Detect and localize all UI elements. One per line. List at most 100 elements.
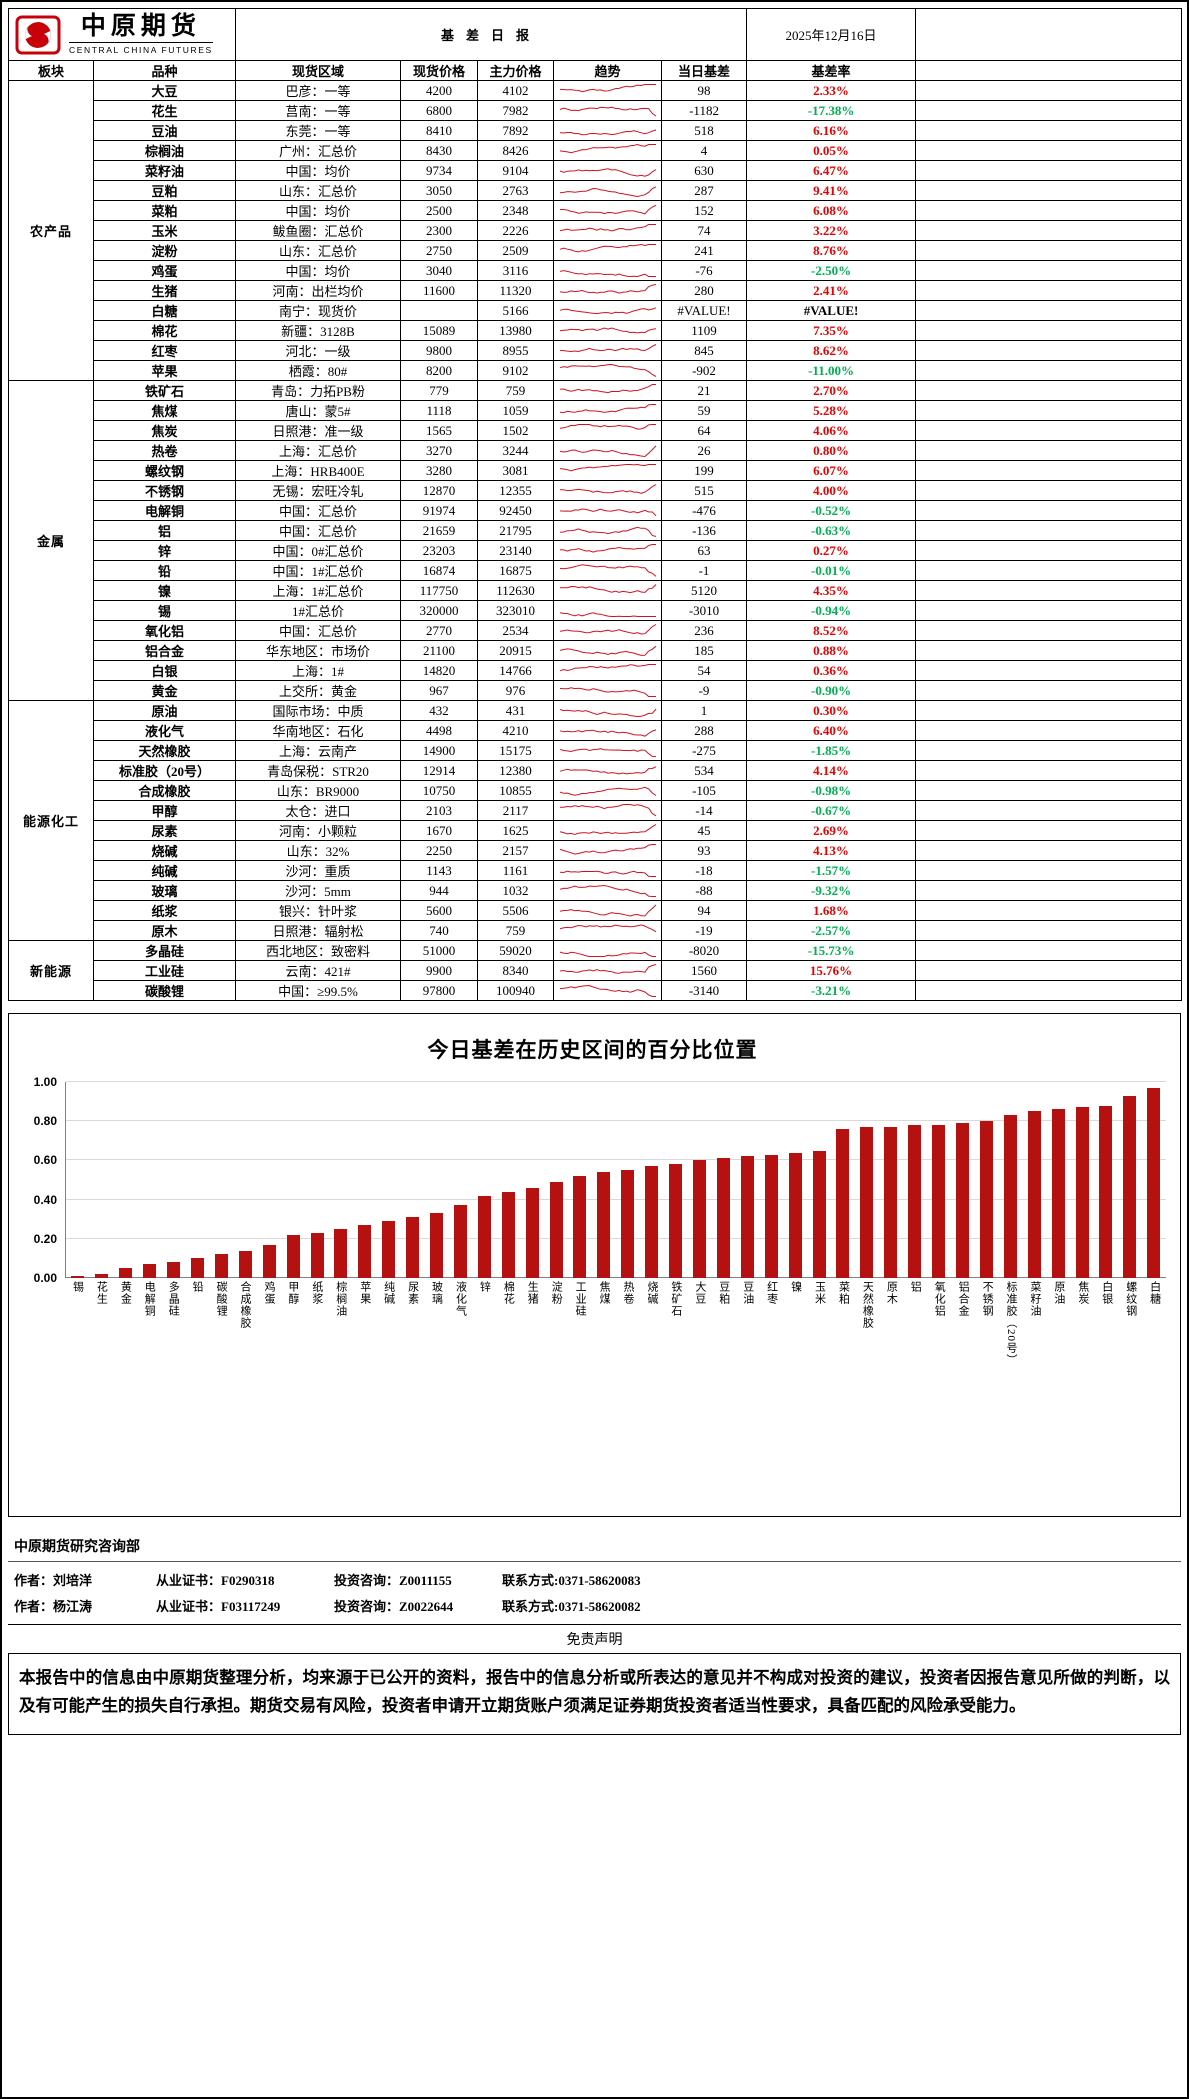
spot-region: 新疆：3128B xyxy=(235,320,402,341)
trend-sparkline-icon xyxy=(559,645,656,656)
basis-rate: 9.41% xyxy=(746,180,917,201)
bar xyxy=(1027,1111,1041,1278)
daily-basis: 518 xyxy=(661,120,748,141)
bar xyxy=(119,1268,133,1278)
empty-cell xyxy=(915,440,1183,461)
category-label-column: 苹果 xyxy=(352,1281,376,1366)
main-contract-price: 5166 xyxy=(477,300,555,321)
main-contract-price: 12380 xyxy=(477,760,555,781)
bar-column xyxy=(281,1082,305,1278)
trend-sparkline-icon xyxy=(559,804,656,817)
category-label: 黄金 xyxy=(119,1281,132,1305)
banner-empty-cell xyxy=(915,8,1183,61)
variety-name: 铝 xyxy=(92,520,237,541)
company-logo-icon xyxy=(15,15,61,54)
trend-cell xyxy=(553,960,663,981)
spot-price: 1670 xyxy=(400,820,479,841)
variety-name: 液化气 xyxy=(92,720,237,741)
variety-name: 尿素 xyxy=(92,820,237,841)
trend-cell xyxy=(553,580,663,601)
daily-basis: -136 xyxy=(661,520,748,541)
daily-basis: 21 xyxy=(661,380,748,401)
bar-column xyxy=(209,1082,233,1278)
bar-column xyxy=(520,1082,544,1278)
basis-rate: 4.13% xyxy=(746,840,917,861)
empty-cell xyxy=(915,640,1183,661)
empty-cell xyxy=(915,740,1183,761)
chart-y-axis: 0.00 0.20 0.40 0.60 0.80 1.00 xyxy=(19,1075,65,1285)
category-label: 焦煤 xyxy=(598,1281,611,1305)
trend-cell xyxy=(553,880,663,901)
category-label: 纸浆 xyxy=(310,1281,323,1305)
empty-cell xyxy=(915,680,1183,701)
daily-basis: -105 xyxy=(661,780,748,801)
category-label: 多晶硅 xyxy=(167,1281,180,1317)
trend-cell xyxy=(553,100,663,121)
category-label: 尿素 xyxy=(406,1281,419,1305)
empty-cell xyxy=(915,620,1183,641)
table-row: 不锈钢 无锡：宏旺冷轧 12870 12355 515 4.00% xyxy=(9,480,1183,501)
category-label: 镍 xyxy=(789,1281,802,1293)
variety-name: 锡 xyxy=(92,600,237,621)
category-label: 碳酸锂 xyxy=(215,1281,228,1317)
category-label-column: 合成橡胶 xyxy=(233,1281,257,1366)
spot-region: 河北：一级 xyxy=(235,340,402,361)
y-axis-tick-label: 0.20 xyxy=(33,1231,57,1246)
trend-cell xyxy=(553,120,663,141)
variety-name: 白银 xyxy=(92,660,237,681)
bar-column xyxy=(90,1082,114,1278)
trend-cell xyxy=(553,500,663,521)
spot-price: 10750 xyxy=(400,780,479,801)
spot-price: 740 xyxy=(400,920,479,941)
table-row: 氧化铝 中国：汇总价 2770 2534 236 8.52% xyxy=(9,620,1183,641)
main-contract-price: 1625 xyxy=(477,820,555,841)
bar xyxy=(573,1176,587,1278)
spot-price: 2103 xyxy=(400,800,479,821)
bar xyxy=(71,1276,85,1278)
bar-column xyxy=(186,1082,210,1278)
trend-sparkline-icon xyxy=(559,564,656,577)
spot-region: 云南：421# xyxy=(235,960,402,981)
basis-rate: -1.57% xyxy=(746,860,917,881)
bar xyxy=(764,1154,778,1278)
spot-region: 山东：汇总价 xyxy=(235,240,402,261)
disclaimer-box: 本报告中的信息由中原期货整理分析，均来源于已公开的资料，报告中的信息分析或所表达… xyxy=(8,1653,1181,1736)
spot-price: 9900 xyxy=(400,960,479,981)
variety-name: 焦煤 xyxy=(92,400,237,421)
table-row: 螺纹钢 上海：HRB400E 3280 3081 199 6.07% xyxy=(9,460,1183,481)
spot-region: 日照港：准一级 xyxy=(235,420,402,441)
daily-basis: 1109 xyxy=(661,320,748,341)
chart-category-labels: 锡花生 黄金 电解铜 多晶硅铅碳酸锂 合成橡胶 鸡蛋 甲醇 纸浆 棕榈油 苹果 纯碱 尿素 玻璃 液化气锌… xyxy=(65,1278,1166,1366)
spot-price: 117750 xyxy=(400,580,479,601)
basis-rate: -2.50% xyxy=(746,260,917,281)
bar-column xyxy=(831,1082,855,1278)
variety-name: 苹果 xyxy=(92,360,237,381)
basis-rate: 0.36% xyxy=(746,660,917,681)
sector-label: 金属 xyxy=(8,380,94,701)
spot-price: 2750 xyxy=(400,240,479,261)
daily-basis: 236 xyxy=(661,620,748,641)
variety-name: 红枣 xyxy=(92,340,237,361)
y-axis-tick-label: 1.00 xyxy=(33,1075,57,1089)
bar-column xyxy=(640,1082,664,1278)
spot-price: 21100 xyxy=(400,640,479,661)
main-contract-price: 8426 xyxy=(477,140,555,161)
empty-cell xyxy=(915,260,1183,281)
daily-basis: -14 xyxy=(661,800,748,821)
category-label: 大豆 xyxy=(693,1281,706,1305)
variety-name: 热卷 xyxy=(92,440,237,461)
table-row: 碳酸锂 中国：≥99.5% 97800 100940 -3140 -3.21% xyxy=(9,980,1183,1001)
bar-column xyxy=(735,1082,759,1278)
empty-cell xyxy=(915,980,1183,1001)
trend-sparkline-icon xyxy=(559,168,656,177)
main-contract-price: 976 xyxy=(477,680,555,701)
basis-rate: 6.07% xyxy=(746,460,917,481)
bar xyxy=(214,1254,228,1278)
spot-region: 东莞：一等 xyxy=(235,120,402,141)
daily-basis: 288 xyxy=(661,720,748,741)
empty-cell xyxy=(915,480,1183,501)
daily-basis: 152 xyxy=(661,200,748,221)
bar xyxy=(501,1191,515,1278)
author-advisory: 投资咨询：Z0022644 xyxy=(334,1599,454,1614)
spot-region: 广州：汇总价 xyxy=(235,140,402,161)
